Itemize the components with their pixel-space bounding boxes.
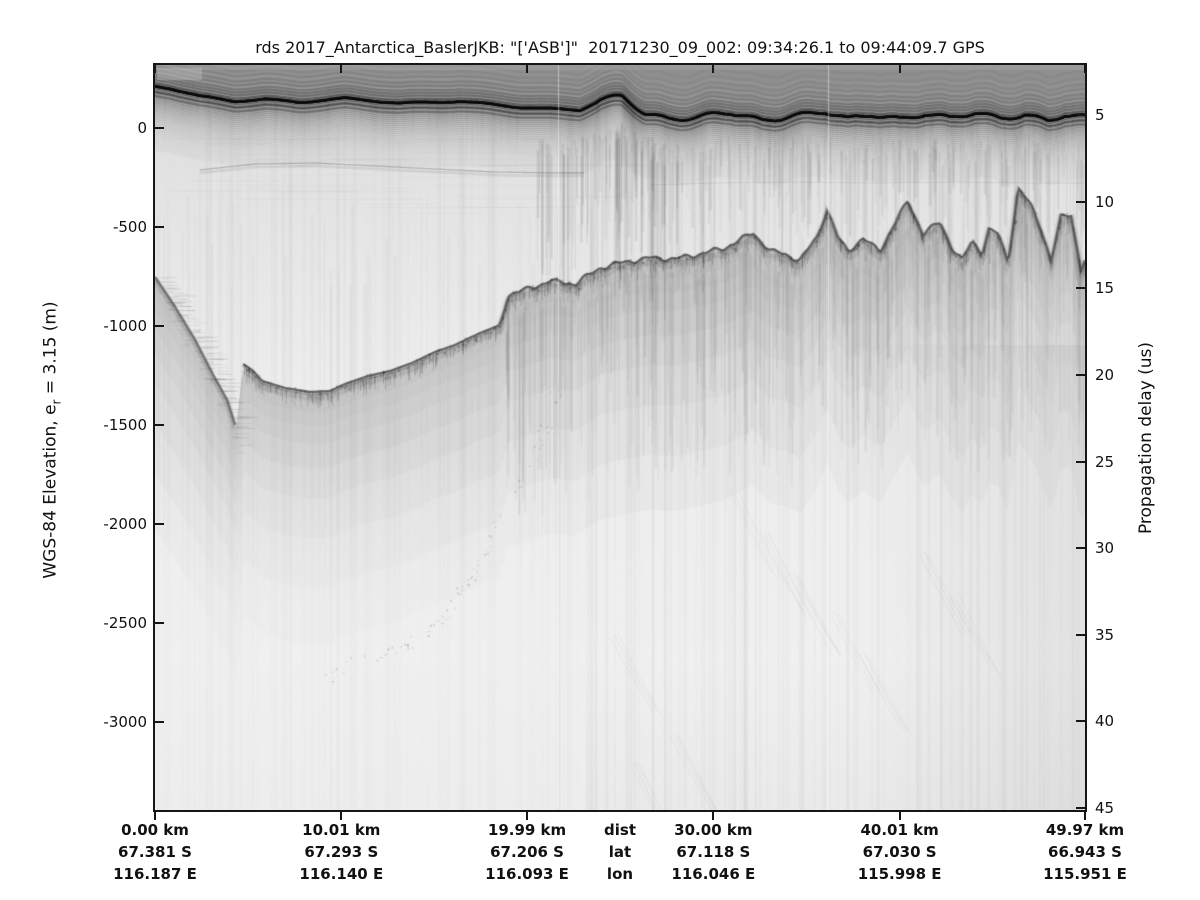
lat-value: 67.206 S: [490, 843, 564, 861]
distance-label-column: 49.97 km 66.943 S 115.951 E: [1043, 819, 1127, 885]
delay-axis-tick: [1076, 373, 1085, 376]
elevation-axis-tick: [155, 126, 164, 129]
lat-value: 67.118 S: [676, 843, 751, 861]
delay-axis-tick: [1076, 200, 1085, 203]
delay-tick-label: 40: [1095, 712, 1115, 731]
dist-value: 30.00 km: [674, 821, 753, 839]
delay-axis-tick: [1076, 807, 1085, 810]
distance-label-column: 30.00 km 67.118 S 116.046 E: [671, 819, 755, 885]
lon-value: 115.951 E: [1043, 865, 1127, 883]
elevation-axis-label-subscript: r: [49, 399, 64, 405]
elevation-axis-tick: [155, 523, 164, 526]
distance-axis-tick-top: [712, 65, 715, 73]
distance-label-column: 0.00 km 67.381 S 116.187 E: [113, 819, 197, 885]
distance-axis-tick-bottom: [154, 812, 156, 820]
distance-label-column: 19.99 km 67.206 S 116.093 E: [485, 819, 569, 885]
delay-axis-label: Propagation delay (us): [1136, 341, 1156, 535]
lat-value: 66.943 S: [1048, 843, 1122, 861]
dist-value: 49.97 km: [1045, 821, 1125, 839]
delay-tick-label: 30: [1095, 539, 1115, 558]
plot-area: [153, 63, 1087, 812]
delay-tick-label: 10: [1095, 192, 1115, 211]
delay-tick-label: 25: [1095, 452, 1115, 471]
delay-tick-label: 5: [1095, 106, 1105, 125]
elevation-tick-label: -1000: [103, 317, 147, 335]
elevation-axis-tick: [155, 622, 164, 625]
lat-value: 67.030 S: [862, 843, 937, 861]
delay-tick-label: 15: [1095, 279, 1115, 298]
elevation-axis-tick: [155, 424, 164, 427]
dist-value: 40.01 km: [860, 821, 939, 839]
distance-axis-tick-top: [1084, 65, 1086, 73]
elevation-tick-label: 0: [137, 118, 147, 137]
delay-axis-tick: [1076, 633, 1085, 636]
dist-value: 10.01 km: [302, 821, 381, 839]
radargram-image: [155, 65, 1085, 810]
lon-value: 116.046 E: [671, 865, 756, 883]
axis-legend-column: dist lat lon: [604, 819, 636, 885]
lon-value: 116.093 E: [485, 865, 569, 883]
delay-tick-label: 20: [1095, 365, 1115, 384]
distance-axis-tick-top: [898, 65, 901, 73]
elevation-tick-label: -1500: [103, 416, 147, 435]
distance-axis-tick-bottom: [898, 812, 901, 820]
elevation-axis-label: WGS-84 Elevation, er = 3.15 (m): [41, 301, 64, 578]
delay-axis-tick: [1076, 287, 1085, 290]
elevation-axis-tick: [155, 325, 164, 327]
lat-value: 67.293 S: [304, 843, 379, 861]
lon-value: 116.187 E: [113, 865, 197, 883]
distance-axis-tick-bottom: [526, 812, 529, 820]
delay-tick-label: 35: [1095, 625, 1115, 644]
dist-value: 0.00 km: [121, 821, 189, 839]
distance-label-column: 10.01 km 67.293 S 116.140 E: [299, 819, 383, 885]
distance-axis-tick-bottom: [712, 812, 715, 820]
distance-axis-tick-bottom: [340, 812, 343, 820]
lon-value: lon: [606, 865, 634, 883]
delay-axis-tick: [1076, 460, 1085, 463]
elevation-tick-label: -500: [112, 217, 147, 236]
figure-title: rds 2017_Antarctica_BaslerJKB: "['ASB']"…: [255, 38, 985, 57]
elevation-axis-tick: [155, 721, 164, 724]
distance-label-column: 40.01 km 67.030 S 115.998 E: [858, 819, 942, 885]
distance-axis-tick-bottom: [1084, 812, 1086, 820]
lon-value: 116.140 E: [299, 865, 384, 883]
lon-value: 115.998 E: [857, 865, 942, 883]
elevation-tick-label: -3000: [103, 713, 147, 732]
elevation-axis-tick: [155, 225, 164, 228]
delay-tick-label: 45: [1095, 799, 1115, 818]
distance-axis-tick-top: [340, 65, 343, 73]
distance-axis-tick-top: [154, 65, 156, 73]
lat-value: 67.381 S: [118, 843, 192, 861]
delay-axis-tick: [1076, 547, 1085, 550]
elevation-tick-label: -2500: [103, 614, 147, 633]
delay-axis-tick: [1076, 720, 1085, 723]
delay-axis-tick: [1076, 114, 1085, 117]
dist-value: dist: [604, 821, 636, 839]
elevation-tick-label: -2000: [103, 515, 147, 534]
lat-value: lat: [608, 843, 632, 861]
distance-axis-tick-top: [526, 65, 529, 73]
dist-value: 19.99 km: [487, 821, 567, 839]
